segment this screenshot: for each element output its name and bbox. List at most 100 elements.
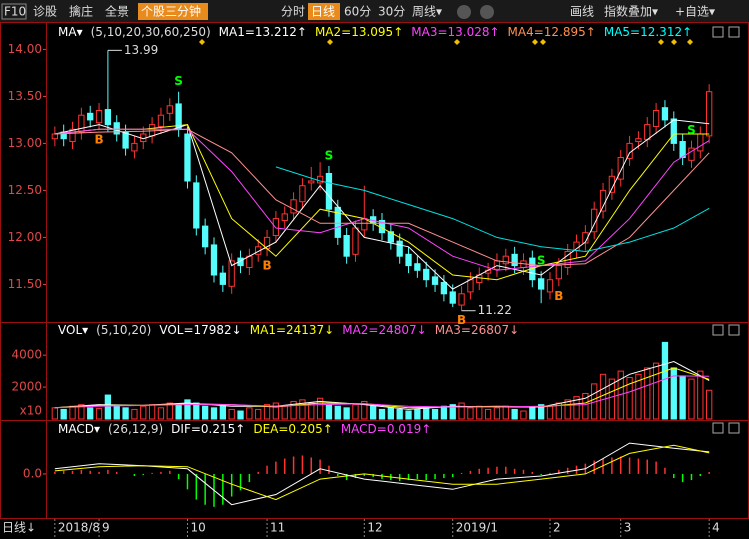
candle-body xyxy=(104,109,112,126)
volume-bar xyxy=(706,389,713,420)
volume-bar xyxy=(546,405,554,420)
toolbar-button[interactable]: 擒庄 xyxy=(69,4,93,19)
f10-box xyxy=(1,3,27,20)
candle-body xyxy=(95,110,103,124)
period-button[interactable]: 60分 xyxy=(344,5,371,19)
volume-bar xyxy=(316,397,324,420)
next-button[interactable] xyxy=(480,5,494,19)
volume-bar xyxy=(60,408,67,420)
period-button[interactable]: 30分 xyxy=(378,5,405,19)
candle-body xyxy=(281,213,288,221)
x-tick-label: 9 xyxy=(102,521,110,535)
candle-body xyxy=(697,133,704,152)
candle-body xyxy=(87,112,94,121)
legend-item: MA1=13.212↑ xyxy=(219,25,307,39)
volume-bar xyxy=(325,404,333,420)
candle-body xyxy=(51,133,58,140)
volume-bar xyxy=(396,408,403,420)
volume-bar xyxy=(511,408,518,420)
toolbar-button[interactable]: F10 xyxy=(4,5,26,19)
volume-bar xyxy=(626,377,633,420)
candle-body xyxy=(122,131,129,149)
candle-body xyxy=(184,133,191,182)
candle-body xyxy=(644,124,651,141)
legend-item: MA2=24807↓ xyxy=(342,323,426,337)
volume-bar xyxy=(697,370,704,420)
active-period-bg xyxy=(308,3,340,20)
candle-body xyxy=(343,235,350,257)
volume-bar xyxy=(688,378,695,420)
volume-bar xyxy=(484,408,492,420)
volume-bar xyxy=(140,405,147,420)
y-tick-label: 13.00 xyxy=(8,136,42,150)
candle-body xyxy=(599,189,607,212)
candle-body xyxy=(431,276,439,285)
candle-body xyxy=(210,244,218,276)
legend-item: (5,10,20) xyxy=(96,323,151,337)
ma-line xyxy=(54,124,710,281)
volume-bar xyxy=(104,394,112,420)
candle-body xyxy=(166,105,173,114)
unit-label: x10 xyxy=(20,404,42,418)
signal-label: S xyxy=(537,254,546,268)
y-tick-label: 13.50 xyxy=(8,89,42,103)
ma-line xyxy=(54,444,710,501)
volume-bar xyxy=(423,407,430,420)
volume-bar xyxy=(458,402,465,420)
signal-label: B xyxy=(457,313,466,327)
legend: MACD▾ (26,12,9) DIF=0.215↑ DEA=0.205↑ MACD=0… xyxy=(58,422,431,436)
prev-button[interactable] xyxy=(457,5,471,19)
y-tick-label: 12.00 xyxy=(8,230,42,244)
x-tick-label: 4 xyxy=(712,521,720,535)
candle-body xyxy=(617,157,624,180)
candle-body xyxy=(405,253,412,267)
x-tick-label: 2018/8 xyxy=(58,521,100,535)
volume-bar xyxy=(582,392,589,420)
legend-item: MA1=24137↓ xyxy=(250,323,334,337)
toolbar-button[interactable]: 诊股 xyxy=(33,5,57,19)
legend-item: MACD▾ xyxy=(58,422,100,436)
volume-bar xyxy=(378,408,386,420)
volume-bar xyxy=(210,407,218,420)
volume-bar xyxy=(184,399,191,420)
volume-bar xyxy=(679,375,686,420)
candle-body xyxy=(325,172,333,210)
y-tick-label: 4000 xyxy=(11,348,42,362)
period-button[interactable]: 周线▾ xyxy=(412,5,442,19)
volume-bar xyxy=(661,341,669,420)
candle-body xyxy=(228,260,235,287)
volume-bar xyxy=(308,402,315,420)
candle-body xyxy=(246,255,253,268)
x-tick-label: 3 xyxy=(624,521,632,535)
candle-body xyxy=(131,142,138,152)
volume-bar xyxy=(113,405,120,420)
volume-bar xyxy=(272,402,280,420)
legend-item: VOL▾ xyxy=(58,323,88,337)
volume-bar xyxy=(387,407,394,420)
volume-bar xyxy=(449,404,456,420)
signal-label: B xyxy=(554,289,563,303)
toolbar-button[interactable]: 指数叠加▾ xyxy=(604,4,658,19)
volume-bar xyxy=(538,404,545,420)
signal-label: S xyxy=(174,74,183,88)
toolbar-button[interactable]: 画线 xyxy=(570,5,594,19)
toolbar-button[interactable]: 个股三分钟 xyxy=(141,4,201,19)
candle-body xyxy=(290,199,297,214)
legend-item: (5,10,20,30,60,250) xyxy=(91,25,211,39)
volume-bar xyxy=(87,407,94,420)
candle-body xyxy=(334,206,341,238)
legend-item: DIF=0.215↑ xyxy=(171,422,245,436)
toolbar-button[interactable]: 全景 xyxy=(105,4,129,19)
y-tick-label: 0.0 xyxy=(23,466,42,480)
legend: VOL▾ (5,10,20) VOL=17982↓ MA1=24137↓ MA2=248… xyxy=(58,323,519,337)
period-button[interactable]: 日线 xyxy=(311,5,335,19)
period-button[interactable]: 分时 xyxy=(281,5,305,19)
y-tick-label: 11.50 xyxy=(8,277,42,291)
volume-bar xyxy=(69,405,76,420)
volume-bar xyxy=(157,407,165,420)
toolbar-button[interactable]: +自选▾ xyxy=(675,5,715,19)
x-tick-label: 2 xyxy=(553,521,561,535)
panel-icons[interactable] xyxy=(712,26,740,434)
volume-bar xyxy=(299,399,306,420)
